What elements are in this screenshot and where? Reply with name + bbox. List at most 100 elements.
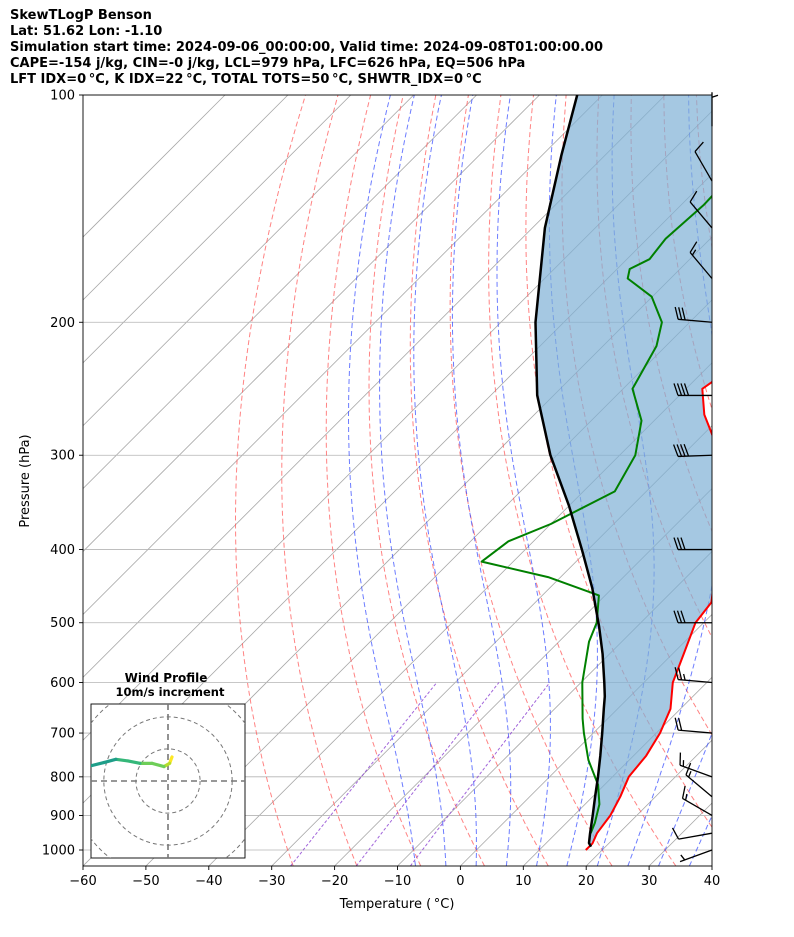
x-tick-label: −10 [384, 874, 411, 889]
x-tick-label: 0 [456, 874, 464, 889]
wind-barb [672, 443, 713, 458]
mixing-ratio-line [290, 682, 438, 866]
x-tick-label: 20 [578, 874, 595, 889]
isotherm-line [83, 95, 414, 427]
wind-barb [689, 241, 713, 279]
hodograph-segment [28, 778, 40, 783]
isotherm-line [145, 299, 712, 866]
wind-barb [674, 667, 713, 684]
x-tick-label: −30 [258, 874, 285, 889]
dry-adiabat [281, 95, 358, 866]
y-tick-label: 300 [50, 449, 75, 464]
dewpoint-line [480, 194, 712, 834]
isotherm-line [775, 95, 794, 866]
y-axis-label: Pressure (hPa) [18, 434, 33, 527]
temperature-line [585, 380, 712, 851]
hodograph-segment [150, 761, 166, 769]
isotherm-line [83, 95, 477, 490]
y-tick-label: 400 [50, 543, 75, 558]
isotherm-line [397, 550, 712, 866]
hodograph-segment [91, 760, 106, 768]
x-axis-label: Temperature ( °C) [339, 897, 455, 912]
time-line: Simulation start time: 2024-09-06_00:00:… [10, 40, 603, 55]
x-tick-label: 10 [515, 874, 532, 889]
hodograph-segment [16, 780, 28, 782]
chart-title: SkewTLogP Benson [10, 8, 152, 23]
cape-cin-shading [535, 95, 712, 844]
isotherm-line [460, 613, 712, 866]
wind-barbs [671, 92, 719, 863]
x-axis-ticks: −60 −50 −40 −30 −20 −10 0 10 20 30 40 [69, 866, 720, 889]
isotherm-line [83, 95, 540, 553]
location-line: Lat: 51.62 Lon: -1.10 [10, 24, 163, 39]
parcel-path-line [534, 95, 607, 848]
hodograph-segment [126, 759, 142, 765]
dry-adiabat [449, 95, 613, 866]
wind-barb [674, 306, 713, 323]
y-axis-ticks: 100 200 300 400 500 600 700 800 900 1000 [42, 89, 83, 859]
moist-adiabat [413, 95, 477, 866]
x-tick-label: −50 [132, 874, 159, 889]
mixing-ratio-line [409, 682, 551, 866]
wind-barb [685, 762, 713, 798]
hodograph-title: Wind Profile [125, 671, 208, 685]
x-tick-label: −60 [69, 874, 96, 889]
moist-adiabat [496, 95, 551, 866]
dry-adiabat [368, 95, 485, 866]
mixing-ratio-lines [290, 682, 551, 866]
dry-adiabat [409, 95, 549, 866]
x-tick-label: −40 [195, 874, 222, 889]
wind-barb [674, 717, 713, 734]
y-tick-label: 700 [50, 727, 75, 742]
stability-line: CAPE=-154 j/kg, CIN=-0 j/kg, LCL=979 hPa… [10, 56, 526, 71]
y-tick-label: 600 [50, 676, 75, 691]
moist-adiabat [348, 95, 416, 866]
wind-barb [711, 92, 719, 127]
wind-barb [681, 785, 713, 817]
hodograph-segment [102, 757, 118, 765]
mixing-ratio-line [355, 682, 500, 866]
moist-adiabat [379, 95, 447, 866]
wind-barb [673, 383, 712, 397]
hodograph-subtitle: 10m/s increment [116, 685, 225, 699]
y-tick-label: 1000 [42, 844, 75, 859]
chart-header: SkewTLogP Benson Lat: 51.62 Lon: -1.10 S… [10, 8, 603, 88]
wind-barb [679, 849, 713, 863]
y-tick-label: 900 [50, 809, 75, 824]
isotherm-line [334, 488, 712, 866]
wind-barb [694, 141, 713, 182]
x-tick-label: 40 [704, 874, 721, 889]
wind-barb [679, 752, 713, 778]
dry-adiabat [235, 95, 306, 866]
y-tick-label: 100 [50, 89, 75, 104]
x-tick-label: −20 [321, 874, 348, 889]
dry-adiabat [729, 95, 794, 866]
isotherm-line [83, 95, 289, 301]
hodograph-segment [114, 757, 130, 763]
wind-barb [689, 190, 713, 229]
wind-barb [673, 610, 712, 624]
profile-series [480, 95, 712, 851]
y-tick-label: 500 [50, 616, 75, 631]
cape-cin-area [535, 95, 712, 844]
isotherm-line [83, 95, 352, 364]
x-tick-label: 30 [641, 874, 658, 889]
dry-adiabat [488, 95, 677, 866]
wind-barb [673, 537, 712, 551]
moist-adiabat [627, 95, 712, 866]
isotherm-line [83, 95, 666, 678]
moist-adiabat [658, 731, 712, 866]
y-tick-label: 800 [50, 770, 75, 785]
isotherm-line [271, 425, 712, 866]
y-tick-label: 200 [50, 316, 75, 331]
hodograph-segment [72, 767, 88, 770]
dry-adiabat [663, 95, 712, 411]
isotherm-line [711, 865, 712, 866]
hodograph-segment [0, 780, 4, 789]
moist-adiabat [720, 95, 794, 866]
moist-adiabat [451, 95, 512, 866]
isotherm-line [83, 95, 226, 238]
index-line: LFT IDX=0 °C, K IDX=22 °C, TOTAL TOTS=50… [10, 72, 482, 87]
